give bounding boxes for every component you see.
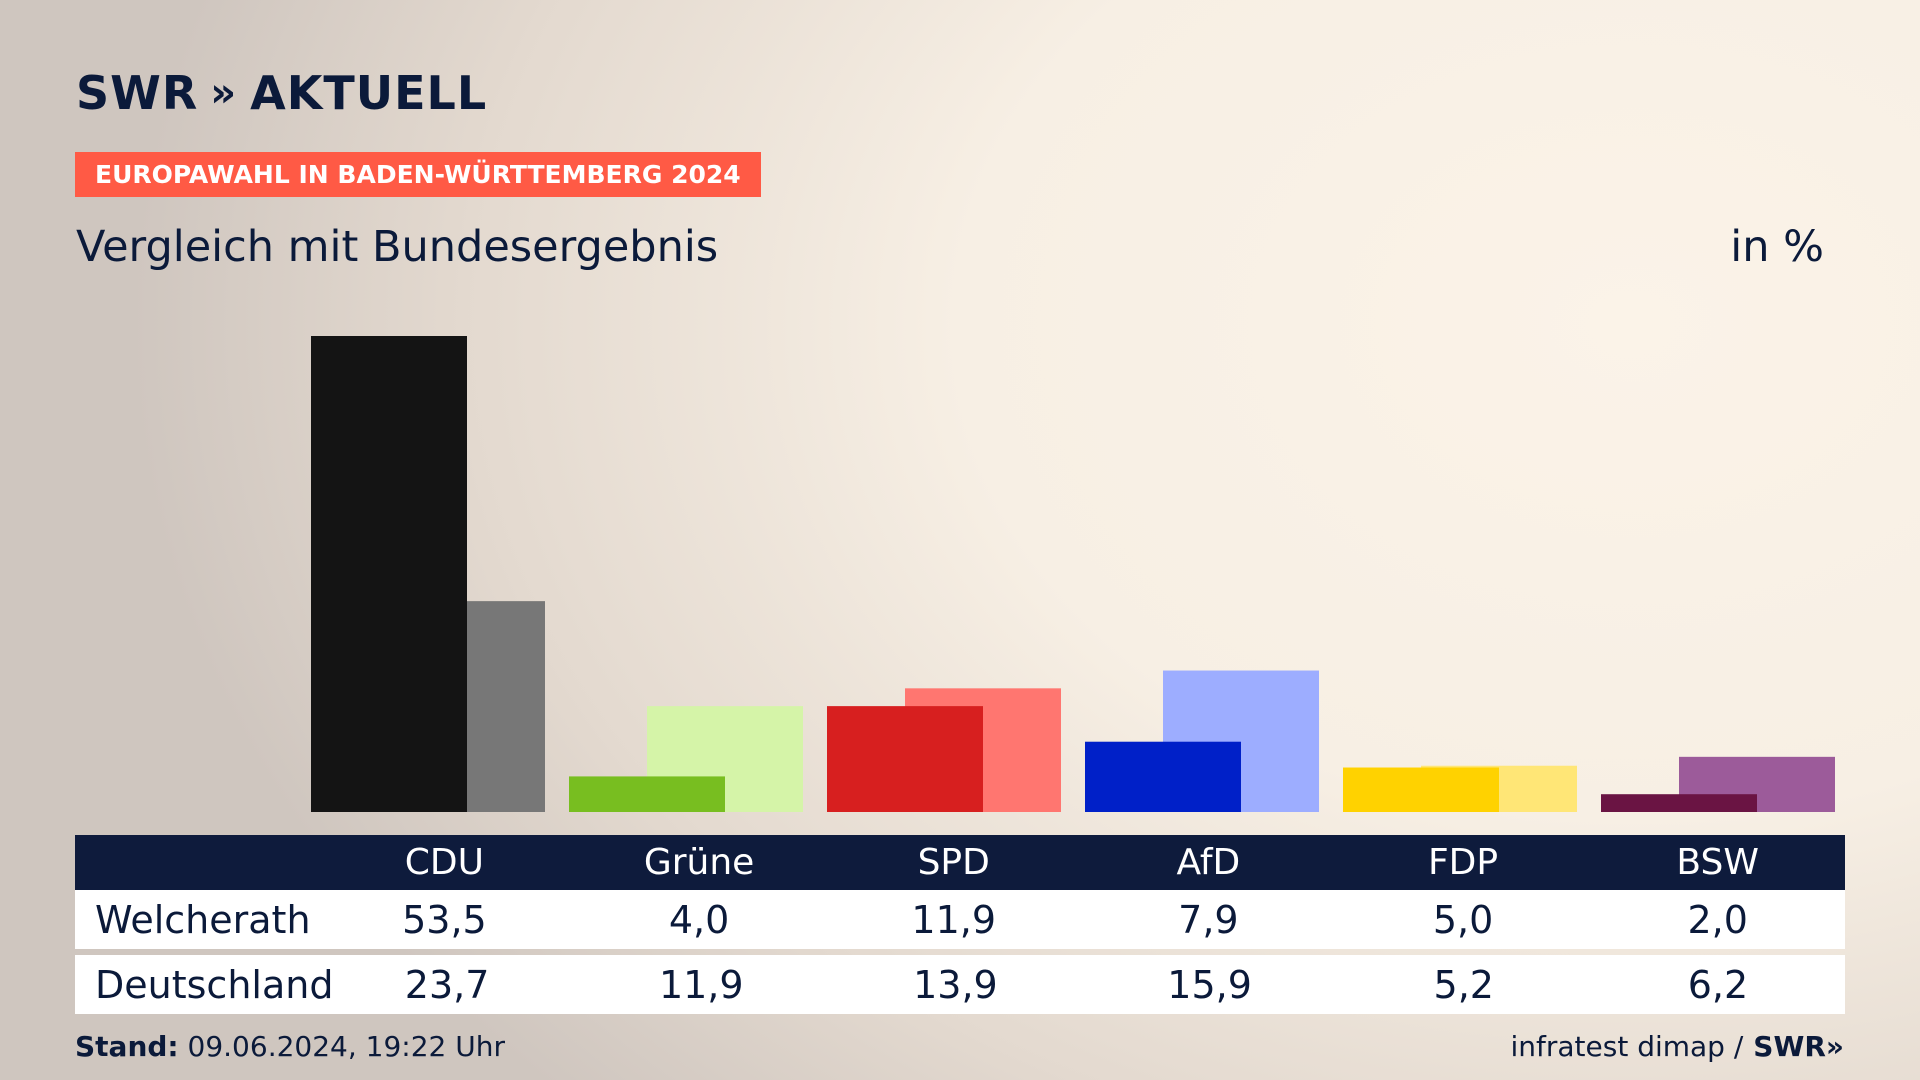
stand-label: Stand: <box>75 1030 179 1063</box>
brand-name: SWR <box>76 66 199 120</box>
row-label: Deutschland <box>95 962 334 1007</box>
brand-product: AKTUELL <box>250 66 488 120</box>
header-spd: SPD <box>917 842 990 883</box>
value-spd: 11,9 <box>911 897 997 942</box>
value-bsw: 2,0 <box>1687 897 1748 942</box>
value-afd: 7,9 <box>1178 897 1239 942</box>
source-credit: infratest dimap / SWR» <box>1510 1030 1844 1063</box>
value-gruene: 11,9 <box>658 962 744 1007</box>
value-spd: 13,9 <box>913 962 998 1007</box>
source-text: infratest dimap / <box>1510 1030 1744 1063</box>
election-banner: EUROPAWAHL IN BADEN-WÜRTTEMBERG 2024 <box>75 152 761 197</box>
value-fdp: 5,2 <box>1433 962 1494 1007</box>
value-gruene: 4,0 <box>668 897 730 942</box>
header-fdp: FDP <box>1427 842 1499 883</box>
bar-bsw-welcherath <box>1601 794 1757 812</box>
value-afd: 15,9 <box>1167 962 1252 1007</box>
brand-chevrons: » <box>210 70 236 116</box>
table-header: CDU Grüne SPD AfD FDP BSW <box>75 835 1845 890</box>
value-cdu: 53,5 <box>402 897 487 942</box>
unit-label: in % <box>1730 222 1824 272</box>
comparison-bar-chart <box>311 336 1835 812</box>
stand-value: 09.06.2024, 19:22 Uhr <box>187 1030 505 1063</box>
header-cdu: CDU <box>404 842 485 883</box>
value-fdp: 5,0 <box>1432 897 1494 942</box>
bar-fdp-welcherath <box>1343 767 1499 812</box>
bar-gruene-welcherath <box>569 776 725 812</box>
table-row-deutschland: Deutschland 23,7 11,9 13,9 15,9 5,2 6,2 <box>75 955 1845 1014</box>
header-afd: AfD <box>1176 842 1241 883</box>
value-bsw: 6,2 <box>1687 962 1749 1007</box>
timestamp: Stand: 09.06.2024, 19:22 Uhr <box>75 1030 505 1063</box>
results-table: CDU Grüne SPD AfD FDP BSW Welcherath 53,… <box>75 835 1845 1014</box>
chart-subtitle: Vergleich mit Bundesergebnis <box>76 222 719 272</box>
swr-aktuell-logo: SWR» AKTUELL <box>76 66 487 120</box>
table-row-welcherath: Welcherath 53,5 4,0 11,9 7,9 5,0 2,0 <box>75 890 1845 949</box>
bar-cdu-welcherath <box>311 336 467 812</box>
bar-spd-welcherath <box>827 706 983 812</box>
swr-logo-small: SWR» <box>1753 1030 1844 1063</box>
header-gruene: Grüne <box>643 842 755 883</box>
header-bsw: BSW <box>1676 842 1759 883</box>
value-cdu: 23,7 <box>404 962 490 1007</box>
bar-afd-welcherath <box>1085 741 1241 812</box>
row-label: Welcherath <box>95 897 311 942</box>
